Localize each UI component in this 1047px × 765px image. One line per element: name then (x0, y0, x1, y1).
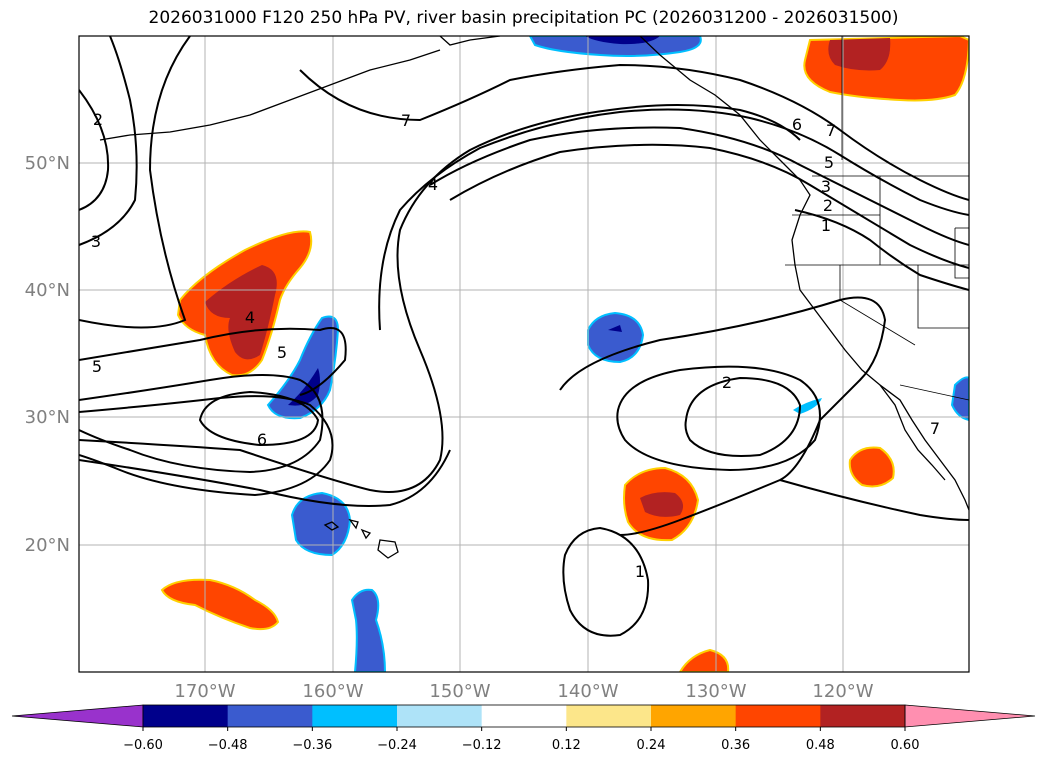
latitude-labels: 50°N 40°N 30°N 20°N (25, 153, 70, 556)
colorbar-extend-max (904, 704, 1036, 728)
contour-label: 6 (257, 430, 267, 449)
contour-label: 2 (722, 373, 732, 392)
longitude-labels: 170°W 160°W 150°W 140°W 130°W 120°W (174, 681, 873, 702)
colorbar-tick-label: −0.24 (377, 738, 417, 753)
contour-label: 5 (824, 153, 834, 172)
contour-label: 2 (93, 110, 103, 129)
lon-label: 130°W (685, 681, 746, 702)
colorbar-tick-label: 0.60 (890, 738, 920, 753)
contour-label: 4 (428, 175, 438, 194)
precipitation-shading (160, 36, 969, 672)
colorbar-tick-label: 0.12 (551, 738, 581, 753)
colorbar-tick-label: −0.48 (207, 738, 248, 753)
colorbar (11, 704, 1036, 728)
lon-label: 140°W (557, 681, 618, 702)
colorbar-tick-label: 0.48 (805, 738, 835, 753)
colorbar-ticks (142, 727, 906, 731)
lat-label: 40°N (25, 280, 70, 301)
colorbar-segment (397, 705, 483, 727)
contour-label: 6 (792, 115, 802, 134)
colorbar-segment (481, 705, 567, 727)
contour-label: 1 (635, 562, 645, 581)
lon-label: 170°W (174, 681, 235, 702)
contour-label: 3 (821, 177, 831, 196)
colorbar-segment (820, 705, 906, 727)
lon-label: 160°W (302, 681, 363, 702)
pv-contours (79, 36, 969, 637)
negative-precip-area (350, 588, 387, 672)
contour-label: 7 (930, 419, 940, 438)
positive-precip-area (848, 446, 895, 488)
positive-precip-area (160, 578, 280, 631)
colorbar-segment (227, 705, 313, 727)
contour-label: 2 (823, 196, 833, 215)
colorbar-extend-min (11, 704, 144, 728)
map-title: 2026031000 F120 250 hPa PV, river basin … (148, 8, 899, 28)
colorbar-segment (651, 705, 737, 727)
lat-label: 30°N (25, 407, 70, 428)
colorbar-frame (142, 704, 906, 728)
colorbar-segment (566, 705, 652, 727)
colorbar-tick-label: −0.12 (461, 738, 502, 753)
lat-label: 50°N (25, 153, 70, 174)
contour-label: 3 (91, 232, 101, 251)
contour-label: 1 (821, 216, 831, 235)
colorbar-tick-label: 0.36 (721, 738, 751, 753)
colorbar-tick-label: −0.36 (292, 738, 333, 753)
contour-label: 5 (277, 343, 287, 362)
map-frame (78, 35, 970, 673)
colorbar-segment (735, 705, 821, 727)
negative-precip-area (528, 36, 702, 57)
colorbar-segment (312, 705, 398, 727)
colorbar-tick-label: −0.60 (123, 738, 163, 753)
lon-label: 120°W (812, 681, 873, 702)
contour-label: 7 (401, 111, 411, 130)
contour-labels: 2 3 5 4 5 6 7 4 7 6 5 3 2 1 2 1 7 (91, 110, 940, 581)
contour-label: 7 (826, 121, 836, 140)
colorbar-tick-label: 0.24 (636, 738, 666, 753)
contour-label: 5 (92, 357, 102, 376)
contour-label: 4 (245, 308, 255, 327)
lat-label: 20°N (25, 535, 70, 556)
lon-label: 150°W (429, 681, 490, 702)
colorbar-segment (143, 705, 229, 727)
